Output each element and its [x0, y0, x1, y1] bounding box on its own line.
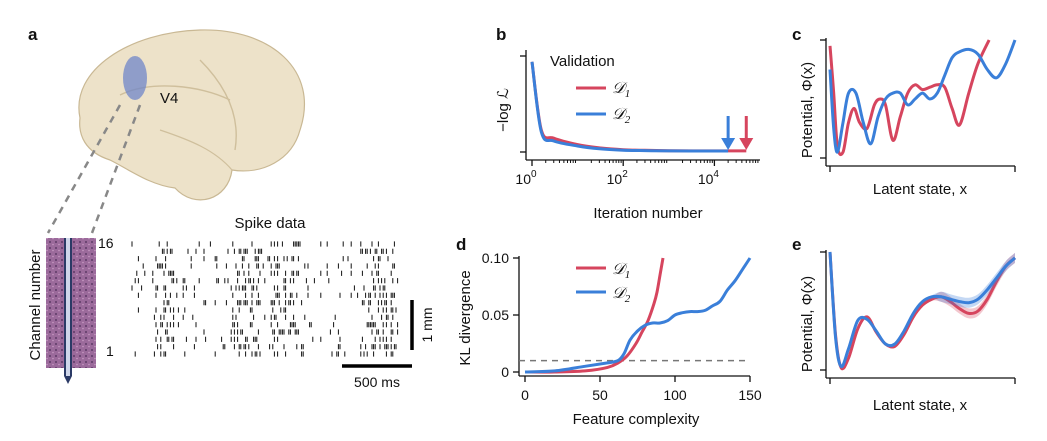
legend-b-d2-label: 𝒟2	[612, 106, 631, 126]
axis-b-xtick-label: 100	[515, 169, 537, 187]
line-d-series-1	[524, 257, 665, 374]
channel-16-label: 16	[98, 235, 114, 251]
panel-label-b: b	[496, 25, 506, 44]
panel-b-plot: 100 102 104	[515, 50, 760, 187]
axis-c-ylabel: Potential, Φ(x)	[799, 62, 816, 158]
axis-d-xtick-label: 0	[521, 387, 529, 403]
line-b-series-2	[530, 61, 729, 153]
axis-d-xtick-label: 100	[663, 387, 687, 403]
axis-e-xlabel: Latent state, x	[873, 397, 968, 414]
line-plot-e-series-2	[828, 251, 1017, 369]
axis-d-xtick-label: 150	[738, 387, 762, 403]
scale-vertical-label: 1 mm	[419, 308, 435, 343]
channel-1-label: 1	[106, 343, 114, 359]
line-plot-c-series-1	[828, 39, 991, 157]
axis-d-ytick-label: 0	[501, 364, 509, 380]
panel-c-plot	[820, 38, 1017, 172]
legend-d-d1-label: 𝒟1	[612, 261, 630, 281]
spike-data-title: Spike data	[235, 215, 307, 232]
legend-d-d2-label: 𝒟2	[612, 285, 631, 305]
axis-b-xtick-label: 104	[698, 169, 720, 187]
v4-region-marker	[123, 56, 147, 100]
line-b-series-1	[530, 61, 747, 153]
channel-number-label: Channel number	[27, 250, 44, 361]
panel-label-a: a	[28, 25, 38, 44]
arrow-b-head	[721, 138, 736, 150]
spike-raster	[131, 241, 399, 357]
legend-b-d1-label: 𝒟1	[612, 80, 630, 100]
axis-e-ylabel: Potential, Φ(x)	[799, 276, 816, 372]
arrow-b-head	[739, 138, 754, 150]
panel-label-c: c	[792, 25, 801, 44]
panel-d-plot: 0 50 100 150 0 0.05 0.10	[482, 250, 762, 403]
projection-line-right	[90, 104, 142, 234]
axis-d-xtick-label: 50	[592, 387, 608, 403]
axis-d-xlabel: Feature complexity	[573, 411, 700, 428]
legend-b-title: Validation	[550, 53, 615, 70]
scale-horizontal-label: 500 ms	[354, 374, 400, 390]
axis-d-ytick-label: 0.10	[482, 250, 509, 266]
axis-c-xlabel: Latent state, x	[873, 181, 968, 198]
panel-label-e: e	[792, 235, 801, 254]
line-plot-c-series-2	[828, 39, 1017, 154]
band-plot-e-series-2	[830, 250, 1015, 369]
brain-illustration: V4	[78, 29, 305, 201]
axis-b-xlabel: Iteration number	[593, 205, 702, 222]
line-plot-e-series-1	[828, 251, 1017, 371]
projection-line-left	[46, 104, 122, 234]
axis-b-xtick-label: 102	[607, 169, 629, 187]
axis-d-ylabel: KL divergence	[457, 270, 474, 365]
panel-label-d: d	[456, 235, 466, 254]
histology-image	[46, 238, 96, 384]
line-d-series-2	[524, 257, 752, 374]
axis-d-ytick-label: 0.05	[482, 307, 509, 323]
v4-label: V4	[160, 90, 178, 107]
band-plot-e-series-1	[830, 250, 1015, 371]
panel-e-plot	[820, 250, 1017, 384]
axis-b-ylabel: −log ℒ	[495, 88, 512, 132]
